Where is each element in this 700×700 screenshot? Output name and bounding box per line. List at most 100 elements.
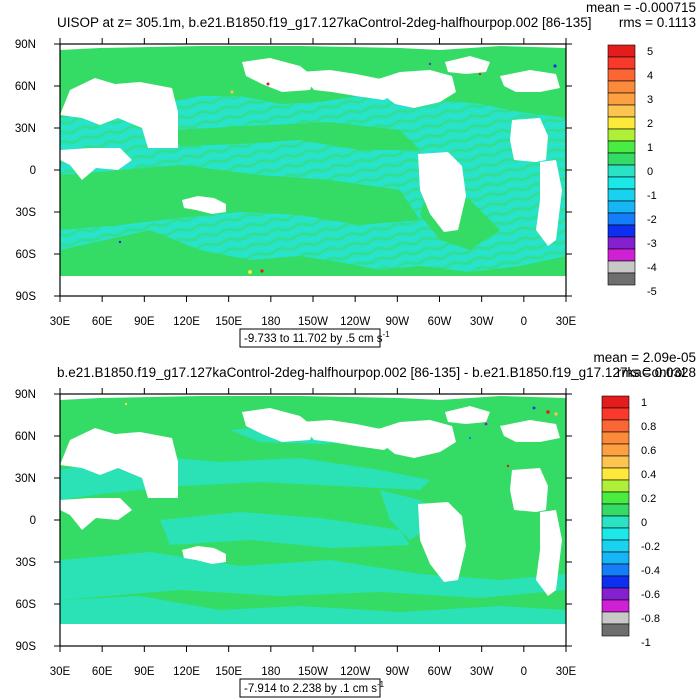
panel-1-y-axis: 90N 60N 30N 0 30S 60S 90S xyxy=(15,39,572,303)
x-tick-label: 30W xyxy=(470,666,494,678)
colorbar-label: 0.2 xyxy=(641,493,656,505)
colorbar-swatch xyxy=(607,224,636,238)
x-tick-label: 120W xyxy=(340,666,370,678)
colorbar-swatch xyxy=(601,455,630,469)
panel-2-plot-area xyxy=(60,394,566,646)
colorbar-label: -2 xyxy=(647,214,657,226)
panel-1-speckles xyxy=(118,62,557,274)
colorbar-label: -0.4 xyxy=(641,565,660,577)
panel-1-range-label: -9.733 to 11.702 by .5 cm s-1 xyxy=(244,330,390,345)
colorbar-label: 1 xyxy=(641,397,647,409)
colorbar-swatch xyxy=(607,56,636,70)
panel-2-y-axis: 90N 60N 30N 0 30S 60S 90S xyxy=(15,389,572,653)
colorbar-label: -0.8 xyxy=(641,613,660,625)
colorbar-swatch xyxy=(607,272,636,286)
x-tick-label: 150W xyxy=(298,316,328,328)
panel-1-range-box xyxy=(239,328,381,348)
colorbar-swatch xyxy=(607,164,636,178)
colorbar-label: 5 xyxy=(647,46,653,58)
colorbar-swatch xyxy=(607,44,636,58)
colorbar-swatch xyxy=(607,140,636,154)
colorbar-swatch xyxy=(607,212,636,226)
colorbar-swatch xyxy=(607,236,636,250)
colorbar-label: 0 xyxy=(641,517,647,529)
y-tick-label: 30S xyxy=(16,207,37,219)
y-tick-label: 90S xyxy=(16,291,37,303)
colorbar-swatch xyxy=(601,467,630,481)
x-tick-label: 60E xyxy=(92,666,113,678)
y-tick-label: 30N xyxy=(15,473,36,485)
panel-2-range-box xyxy=(239,678,381,698)
colorbar-swatch xyxy=(607,104,636,118)
colorbar-swatch xyxy=(601,623,630,637)
colorbar-swatch xyxy=(601,407,630,421)
panel-1-colorbar: 5 4 3 2 1 0 -1 -2 -3 -4 -5 xyxy=(607,44,657,298)
colorbar-swatch xyxy=(601,587,630,601)
colorbar-swatch xyxy=(601,599,630,613)
colorbar-swatch xyxy=(601,479,630,493)
x-tick-label: 30E xyxy=(50,316,71,328)
y-tick-label: 90N xyxy=(15,39,36,51)
colorbar-label: -1 xyxy=(641,637,651,649)
x-tick-label: 60W xyxy=(428,666,452,678)
colorbar-swatch xyxy=(607,260,636,274)
panel-1-range-text: -9.733 to 11.702 by .5 cm s xyxy=(244,333,383,345)
colorbar-label: -1 xyxy=(647,190,657,202)
colorbar-swatch xyxy=(607,248,636,262)
y-tick-label: 90S xyxy=(16,641,37,653)
x-tick-label: 150E xyxy=(215,316,242,328)
x-tick-label: 120E xyxy=(173,666,200,678)
panel-2-mean-stat: mean = 2.09e-05 xyxy=(594,350,696,365)
colorbar-swatch xyxy=(601,575,630,589)
colorbar-label: 4 xyxy=(647,70,653,82)
panel-2: b.e21.B1850.f19_g17.127kaControl-2deg-ha… xyxy=(15,350,696,698)
colorbar-swatch xyxy=(601,527,630,541)
x-tick-label: 150E xyxy=(215,666,242,678)
panel-2-rms-stat: rms = 0.0328 xyxy=(617,365,696,380)
colorbar-swatch xyxy=(607,92,636,106)
x-tick-label: 150W xyxy=(298,666,328,678)
x-tick-label: 30E xyxy=(50,666,71,678)
colorbar-label: -3 xyxy=(647,238,657,250)
x-tick-label: 90W xyxy=(386,666,410,678)
x-tick-label: 30E xyxy=(556,666,577,678)
y-tick-label: 30S xyxy=(16,557,37,569)
panel-1-rms-stat: rms = 0.1113 xyxy=(619,15,696,30)
colorbar-swatch xyxy=(601,551,630,565)
x-tick-label: 120W xyxy=(340,316,370,328)
colorbar-label: 0.4 xyxy=(641,469,656,481)
panel-2-range-label: -7.914 to 2.238 by .1 cm s-1 xyxy=(244,680,385,695)
y-tick-label: 90N xyxy=(15,389,36,401)
colorbar-swatch xyxy=(607,128,636,142)
x-tick-label: 180 xyxy=(261,666,280,678)
panel-1: UISOP at z= 305.1m, b.e21.B1850.f19_g17.… xyxy=(15,0,696,348)
colorbar-label: 2 xyxy=(647,118,653,130)
colorbar-swatch xyxy=(607,176,636,190)
colorbar-swatch xyxy=(607,152,636,166)
colorbar-swatch xyxy=(601,431,630,445)
x-tick-label: 90W xyxy=(386,316,410,328)
colorbar-label: 1 xyxy=(647,142,653,154)
y-tick-label: 60S xyxy=(16,599,37,611)
x-tick-label: 90E xyxy=(134,666,155,678)
x-tick-label: 90E xyxy=(134,316,155,328)
x-tick-label: 120E xyxy=(173,316,200,328)
colorbar-swatch xyxy=(601,503,630,517)
y-tick-label: 30N xyxy=(15,123,36,135)
colorbar-swatch xyxy=(601,491,630,505)
colorbar-label: 0 xyxy=(647,166,653,178)
x-tick-label: 180 xyxy=(261,316,280,328)
panel-1-mean-stat: mean = -0.000715 xyxy=(586,0,696,15)
colorbar-swatch xyxy=(607,68,636,82)
x-tick-label: 60E xyxy=(92,316,113,328)
panel-2-range-text: -7.914 to 2.238 by .1 cm s xyxy=(244,683,377,695)
colorbar-swatch xyxy=(607,188,636,202)
panel-2-range-exp: -1 xyxy=(377,680,385,689)
panel-2-land-mask xyxy=(60,394,566,646)
colorbar-label: -5 xyxy=(647,286,657,298)
x-tick-label: 0 xyxy=(521,666,527,678)
colorbar-swatch xyxy=(607,200,636,214)
colorbar-swatch xyxy=(607,80,636,94)
colorbar-swatch xyxy=(601,539,630,553)
